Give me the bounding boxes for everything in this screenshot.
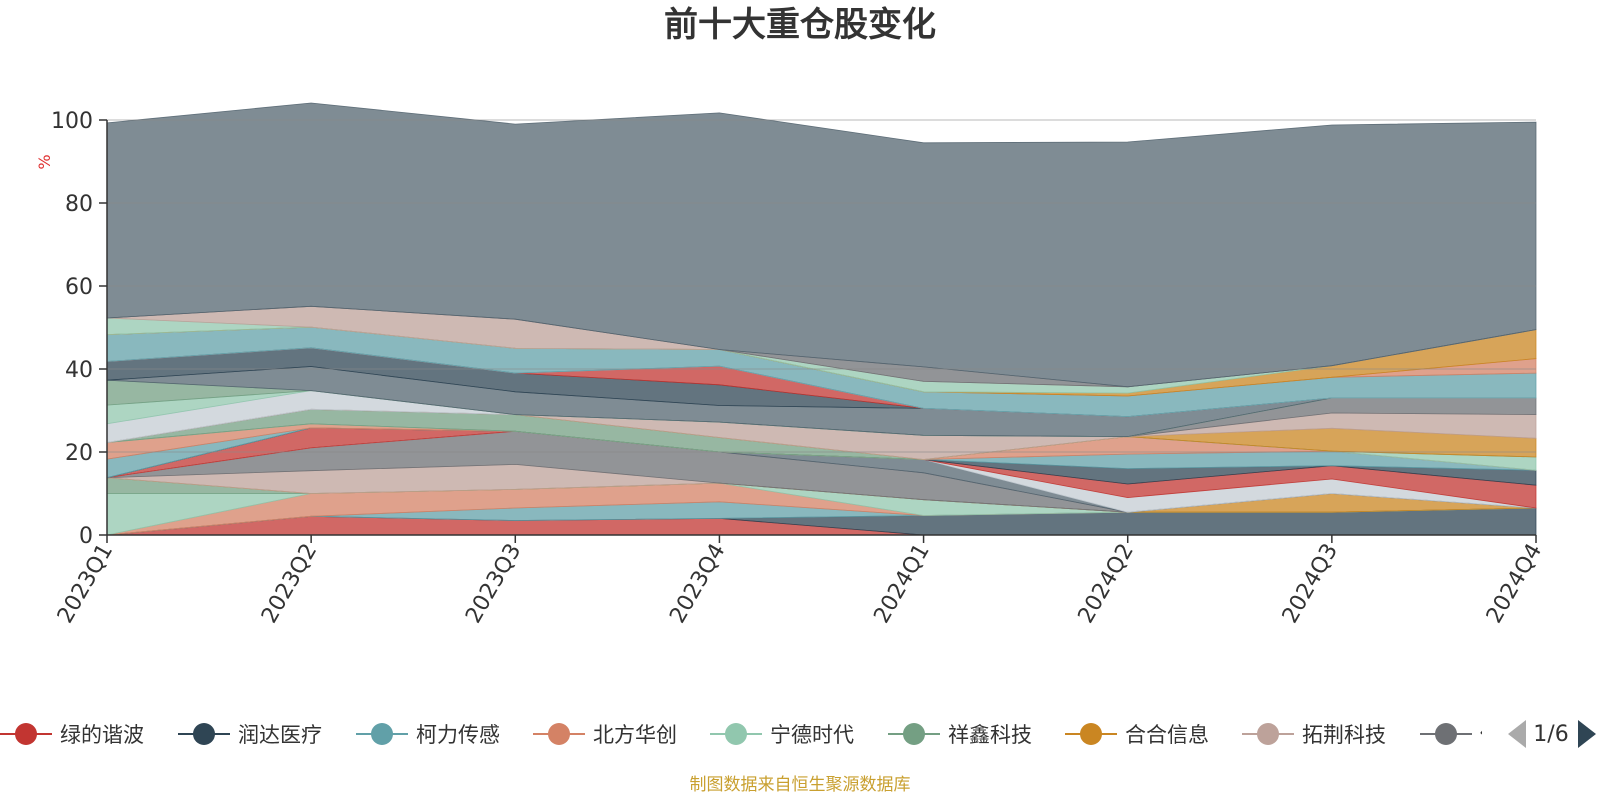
y-axis-label: % xyxy=(35,154,54,169)
legend-pager: 1/6 xyxy=(1508,720,1596,748)
legend-next-icon[interactable] xyxy=(1578,720,1596,748)
y-tick-label: 60 xyxy=(65,275,93,300)
legend-label: 柯力传感 xyxy=(416,723,500,747)
area-series-group xyxy=(106,102,1537,536)
legend-item-0[interactable]: 绿的谐波 xyxy=(0,723,144,747)
legend[interactable]: 绿的谐波 润达医疗 柯力传感 北方华创 宁德时代 祥鑫科技 合合信息 拓荆科技 传 xyxy=(0,723,1501,747)
legend-item-6[interactable]: 合合信息 xyxy=(1065,723,1209,747)
legend-item-4[interactable]: 宁德时代 xyxy=(710,723,854,747)
gridlines xyxy=(107,119,1536,453)
legend-marker-icon xyxy=(1080,723,1102,745)
x-tick-label: 2023Q1 xyxy=(53,540,118,628)
axes xyxy=(106,120,1536,536)
legend-label: 宁德时代 xyxy=(770,723,854,747)
y-tick-label: 100 xyxy=(51,109,93,134)
x-tick-label: 2024Q3 xyxy=(1278,540,1343,628)
source-note: 制图数据来自恒生聚源数据库 xyxy=(690,775,911,795)
legend-marker-icon xyxy=(548,723,570,745)
legend-label: 祥鑫科技 xyxy=(948,723,1032,747)
legend-label: 合合信息 xyxy=(1125,723,1209,747)
y-tick-label: 80 xyxy=(65,192,93,217)
x-tick-label: 2023Q3 xyxy=(461,540,526,628)
legend-label: 绿的谐波 xyxy=(60,723,144,747)
legend-label: 北方华创 xyxy=(593,723,677,747)
x-tick-label: 2023Q4 xyxy=(665,540,730,628)
y-axis-ticks: 0 20 40 60 80 100 xyxy=(51,109,107,549)
legend-marker-icon xyxy=(193,723,215,745)
y-tick-label: 0 xyxy=(79,524,93,549)
legend-marker-icon xyxy=(371,723,393,745)
legend-label: 润达医疗 xyxy=(238,723,322,747)
legend-item-3[interactable]: 北方华创 xyxy=(533,723,677,747)
legend-item-1[interactable]: 润达医疗 xyxy=(178,723,322,747)
legend-marker-icon xyxy=(1257,723,1279,745)
legend-label: 拓荆科技 xyxy=(1302,723,1386,747)
legend-item-7[interactable]: 拓荆科技 xyxy=(1242,723,1386,747)
x-tick-label: 2024Q2 xyxy=(1074,540,1139,628)
legend-marker-icon xyxy=(1435,723,1457,745)
y-tick-label: 20 xyxy=(65,441,93,466)
legend-item-8[interactable]: 传 xyxy=(1420,723,1501,747)
legend-marker-icon xyxy=(725,723,747,745)
x-tick-label: 2024Q4 xyxy=(1482,540,1547,628)
chart-title: 前十大重仓股变化 xyxy=(664,5,936,45)
legend-label: 传 xyxy=(1480,723,1501,747)
legend-marker-icon xyxy=(903,723,925,745)
area-series-33 xyxy=(106,102,1537,388)
x-tick-label: 2024Q1 xyxy=(869,540,934,628)
x-tick-label: 2023Q2 xyxy=(257,540,322,628)
legend-marker-icon xyxy=(15,723,37,745)
legend-item-5[interactable]: 祥鑫科技 xyxy=(888,723,1032,747)
legend-item-2[interactable]: 柯力传感 xyxy=(356,723,500,747)
x-axis-ticks: 2023Q1 2023Q2 2023Q3 2023Q4 2024Q1 2024Q2 2024… xyxy=(53,535,1547,628)
legend-page-indicator: 1/6 xyxy=(1533,722,1568,747)
legend-prev-icon[interactable] xyxy=(1508,720,1526,748)
y-tick-label: 40 xyxy=(65,358,93,383)
